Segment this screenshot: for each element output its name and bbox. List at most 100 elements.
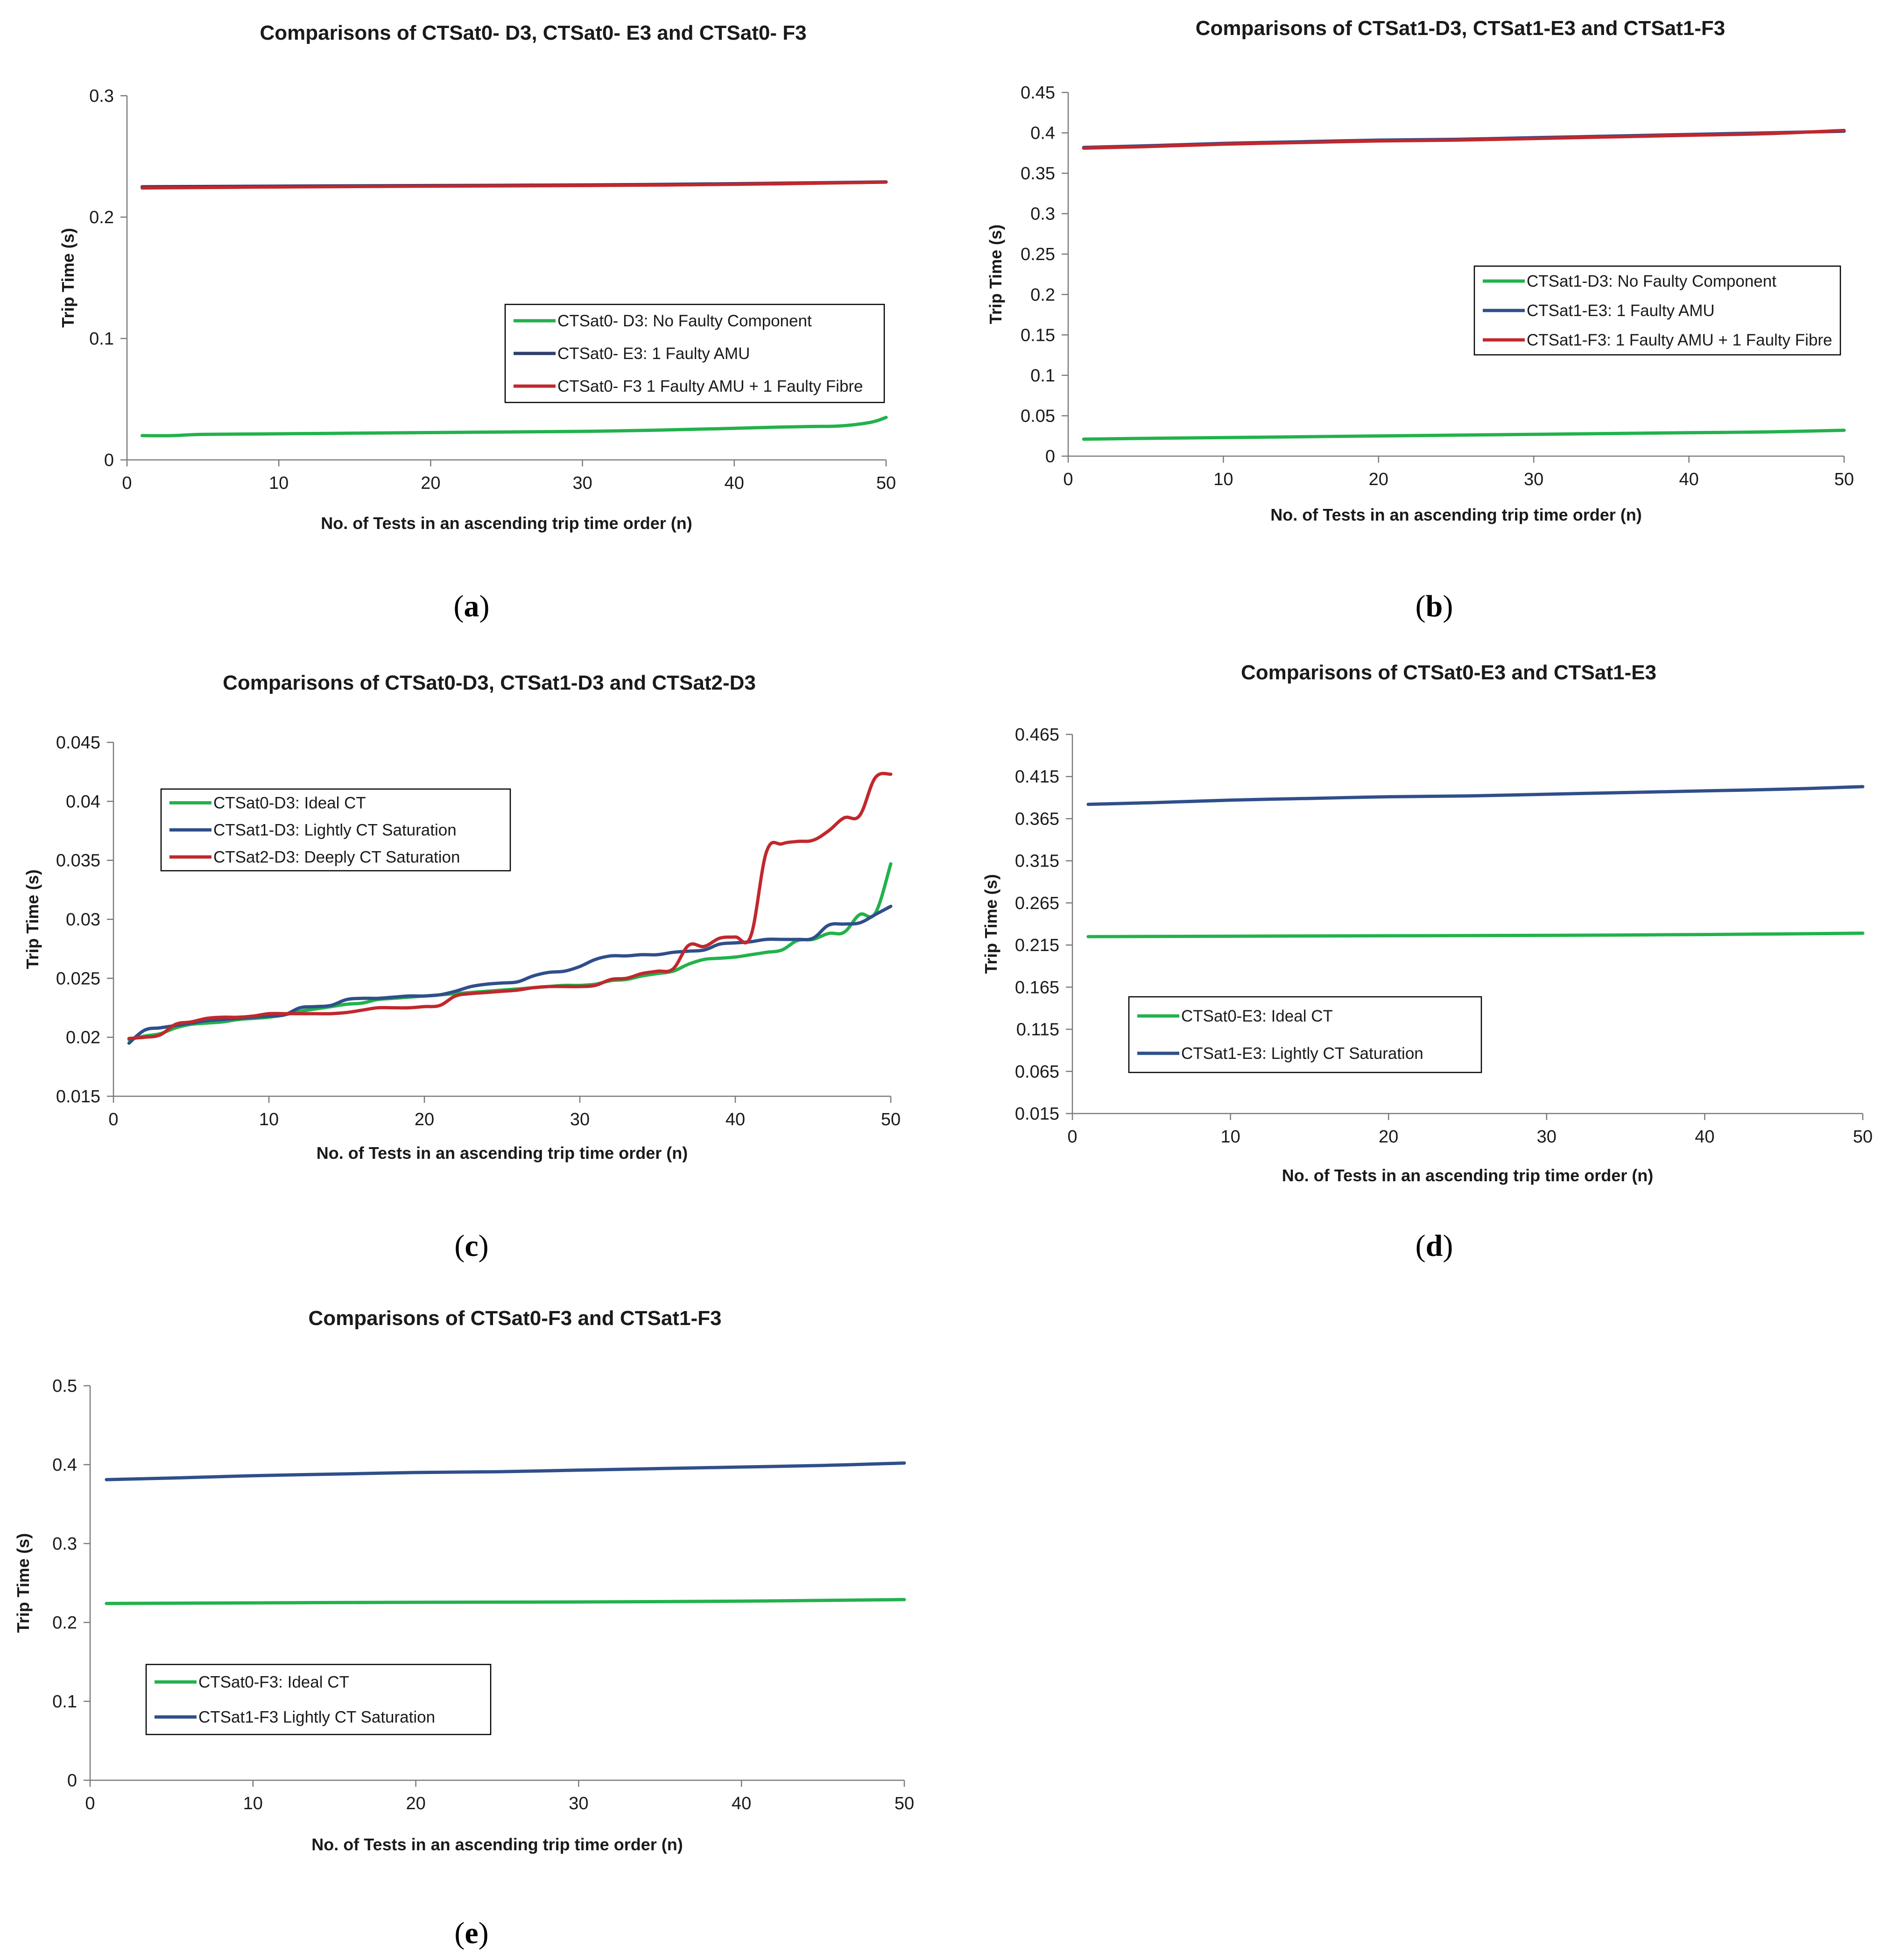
- legend-entry: CTSat1-E3: Lightly CT Saturation: [1181, 1044, 1423, 1063]
- y-tick-label: 0.1: [52, 1692, 77, 1712]
- x-tick-label: 40: [725, 473, 744, 493]
- legend-entry: CTSat1-D3: No Faulty Component: [1527, 272, 1776, 290]
- caption-letter: a: [464, 589, 479, 623]
- caption-letter: e: [465, 1916, 478, 1950]
- y-tick-label: 0: [1045, 447, 1055, 466]
- chart-a-caption: (a): [454, 589, 490, 623]
- series-line-d-1: [1086, 785, 1865, 806]
- y-tick-label: 0.115: [1016, 1020, 1059, 1040]
- chart-d: Comparisons of CTSat0-E3 and CTSat1-E3 0.…: [981, 661, 1873, 1263]
- x-tick-label: 40: [1679, 470, 1698, 489]
- x-tick-label: 20: [1369, 470, 1388, 489]
- x-tick-label: 40: [726, 1110, 745, 1129]
- legend-entry: CTSat0- E3: 1 Faulty AMU: [557, 345, 750, 363]
- legend-box: [504, 303, 885, 403]
- x-tick-label: 30: [569, 1794, 588, 1813]
- chart-b-x-label: No. of Tests in an ascending trip time o…: [1270, 505, 1641, 524]
- x-tick-label: 30: [570, 1110, 590, 1129]
- chart-e-x-label: No. of Tests in an ascending trip time o…: [311, 1835, 683, 1854]
- chart-d-caption: (d): [1416, 1229, 1453, 1263]
- chart-e-title: Comparisons of CTSat0-F3 and CTSat1-F3: [308, 1307, 721, 1330]
- y-tick-label: 0.15: [1021, 325, 1055, 345]
- chart-c: Comparisons of CTSat0-D3, CTSat1-D3 and …: [23, 671, 901, 1263]
- legend-box: [160, 788, 511, 872]
- x-tick-label: 50: [876, 473, 896, 493]
- legend-entry: CTSat1-F3: 1 Faulty AMU + 1 Faulty Fibre: [1527, 331, 1832, 349]
- legend-entry: CTSat0- D3: No Faulty Component: [557, 312, 812, 330]
- y-tick-label: 0.2: [52, 1613, 77, 1633]
- y-tick-label: 0: [104, 451, 114, 470]
- chart-d-title: Comparisons of CTSat0-E3 and CTSat1-E3: [1241, 661, 1656, 684]
- y-tick-label: 0.5: [52, 1376, 77, 1396]
- y-tick-label: 0.045: [56, 733, 100, 753]
- y-tick-label: 0.02: [66, 1028, 100, 1048]
- chart-c-y-label: Trip Time (s): [23, 869, 42, 969]
- chart-b-title: Comparisons of CTSat1-D3, CTSat1-E3 and …: [1196, 17, 1725, 40]
- y-tick-label: 0: [67, 1771, 77, 1791]
- series-line-c-2: [127, 772, 893, 1040]
- x-tick-label: 0: [108, 1110, 118, 1129]
- x-tick-label: 0: [1067, 1127, 1077, 1147]
- y-tick-label: 0.315: [1015, 852, 1059, 871]
- y-tick-label: 0.015: [56, 1087, 100, 1107]
- x-tick-label: 20: [421, 473, 440, 493]
- x-tick-label: 10: [269, 473, 289, 493]
- x-tick-label: 50: [1834, 470, 1854, 489]
- y-tick-label: 0.3: [1030, 204, 1055, 224]
- legend-box: [1473, 265, 1841, 356]
- legend-entry: CTSat1-F3 Lightly CT Saturation: [198, 1708, 435, 1727]
- y-tick-label: 0.215: [1015, 936, 1059, 955]
- x-tick-label: 0: [1063, 470, 1073, 489]
- y-tick-label: 0.4: [52, 1455, 77, 1475]
- chart-d-y-label: Trip Time (s): [981, 874, 1000, 973]
- y-tick-label: 0.165: [1015, 978, 1059, 997]
- y-tick-label: 0.3: [52, 1534, 77, 1554]
- series-line-a-0: [141, 416, 888, 437]
- chart-c-title: Comparisons of CTSat0-D3, CTSat1-D3 and …: [223, 671, 756, 694]
- x-tick-label: 30: [1537, 1127, 1557, 1147]
- chart-c-x-label: No. of Tests in an ascending trip time o…: [317, 1143, 688, 1163]
- chart-d-x-label: No. of Tests in an ascending trip time o…: [1282, 1166, 1653, 1185]
- chart-b-legend: CTSat1-D3: No Faulty Component CTSat1-E3:…: [1473, 265, 1841, 356]
- x-tick-label: 10: [1220, 1127, 1240, 1147]
- series-line-b-0: [1082, 429, 1846, 441]
- y-tick-label: 0.025: [56, 969, 100, 988]
- series-line-c-0: [127, 862, 893, 1042]
- chart-b-caption: (b): [1416, 589, 1453, 623]
- legend-entry: CTSat1-E3: 1 Faulty AMU: [1527, 302, 1715, 320]
- legend-box: [1128, 996, 1482, 1073]
- chart-c-legend: CTSat0-D3: Ideal CT CTSat1-D3: Lightly CT…: [160, 788, 511, 872]
- chart-a-legend: CTSat0- D3: No Faulty Component CTSat0- E…: [504, 303, 885, 403]
- y-tick-label: 0.2: [1030, 285, 1055, 305]
- y-tick-label: 0.35: [1021, 164, 1055, 183]
- y-tick-label: 0.25: [1021, 245, 1055, 264]
- y-tick-label: 0.4: [1030, 124, 1055, 143]
- y-tick-label: 0.3: [89, 86, 114, 106]
- y-tick-label: 0.015: [1015, 1104, 1059, 1124]
- x-tick-label: 20: [415, 1110, 434, 1129]
- y-tick-label: 0.1: [1030, 366, 1055, 386]
- x-tick-label: 10: [1213, 470, 1233, 489]
- series-line-e-0: [105, 1598, 906, 1605]
- x-tick-label: 0: [85, 1794, 95, 1813]
- y-tick-label: 0.365: [1015, 809, 1059, 829]
- y-tick-label: 0.415: [1015, 767, 1059, 787]
- y-tick-label: 0.03: [66, 910, 100, 930]
- y-tick-label: 0.265: [1015, 894, 1059, 913]
- y-tick-label: 0.035: [56, 851, 100, 871]
- series-line-e-1: [105, 1461, 906, 1481]
- x-tick-label: 50: [1853, 1127, 1873, 1147]
- x-tick-label: 10: [243, 1794, 263, 1813]
- legend-entry: CTSat0-D3: Ideal CT: [213, 794, 366, 812]
- chart-e-caption: (e): [454, 1916, 488, 1950]
- x-tick-label: 30: [1524, 470, 1543, 489]
- chart-c-caption: (c): [454, 1229, 488, 1263]
- y-tick-label: 0.05: [1021, 406, 1055, 426]
- x-tick-label: 50: [881, 1110, 901, 1129]
- x-tick-label: 20: [1379, 1127, 1398, 1147]
- series-line-a-2: [141, 180, 888, 190]
- y-tick-label: 0.465: [1015, 725, 1059, 745]
- legend-entry: CTSat2-D3: Deeply CT Saturation: [213, 848, 460, 867]
- chart-e-y-label: Trip Time (s): [14, 1533, 33, 1633]
- chart-a-y-label: Trip Time (s): [58, 228, 77, 327]
